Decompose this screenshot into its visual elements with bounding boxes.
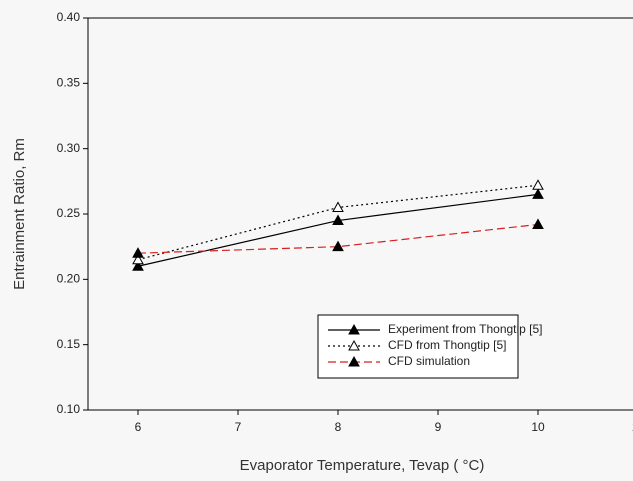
data-point [332, 214, 344, 226]
x-tick-label: 8 [335, 420, 342, 434]
y-tick-label: 0.40 [57, 10, 81, 24]
x-tick-label: 7 [235, 420, 242, 434]
data-point [332, 240, 344, 252]
legend-label: Experiment from Thongtip [5] [388, 322, 543, 336]
data-point [132, 247, 144, 258]
data-point [532, 218, 544, 229]
x-tick-label: 11 [632, 420, 633, 434]
data-point [532, 179, 544, 190]
x-tick-label: 6 [135, 420, 142, 434]
x-tick-label: 10 [531, 420, 545, 434]
legend-marker [348, 355, 360, 367]
y-tick-label: 0.25 [57, 206, 81, 220]
y-tick-label: 0.20 [57, 272, 81, 286]
data-point [132, 253, 144, 265]
x-tick-label: 9 [435, 420, 442, 434]
legend-label: CFD from Thongtip [5] [388, 338, 507, 352]
y-axis-label: Entrainment Ratio, Rm [11, 138, 28, 290]
y-tick-label: 0.15 [57, 337, 81, 351]
data-point [332, 201, 344, 212]
y-tick-label: 0.10 [57, 402, 81, 416]
y-tick-label: 0.30 [57, 141, 81, 155]
data-point [132, 260, 144, 271]
legend-label: CFD simulation [388, 354, 470, 368]
x-axis-label: Evaporator Temperature, Tevap ( °C) [240, 457, 485, 474]
data-point [532, 188, 544, 199]
series-line [137, 223, 539, 254]
legend-marker [348, 339, 360, 351]
legend-marker [348, 323, 360, 335]
y-tick-label: 0.35 [57, 76, 81, 90]
